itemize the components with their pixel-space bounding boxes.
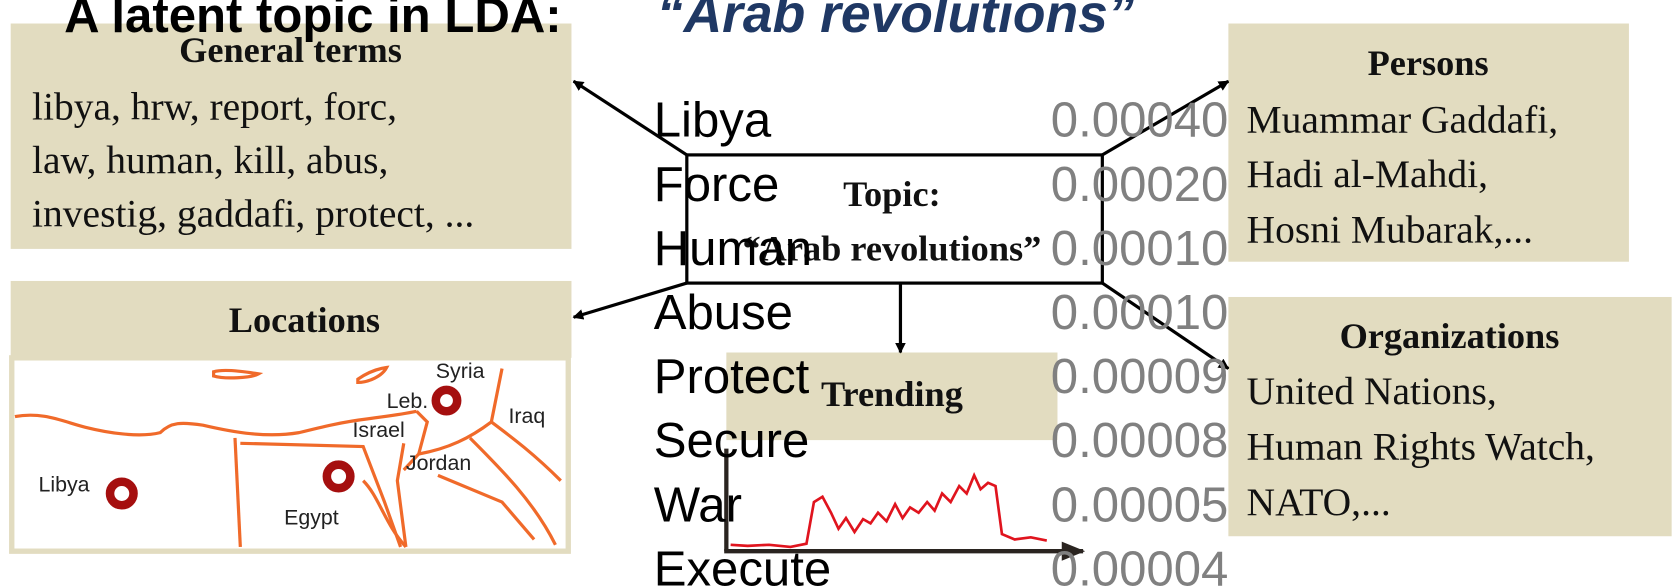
word-prob: 0.00005 — [1051, 478, 1229, 532]
word: Protect — [654, 350, 810, 404]
word: Libya — [654, 94, 772, 148]
persons-title: Persons — [1368, 43, 1489, 83]
map-label: Libya — [38, 472, 89, 496]
topic-label: Topic: — [843, 174, 941, 214]
locations-title: Locations — [229, 300, 380, 340]
map-label: Syria — [436, 359, 485, 383]
organizations-line: NATO,... — [1247, 480, 1391, 524]
word: Force — [654, 158, 780, 212]
map-borders — [14, 365, 562, 548]
word-prob: 0.00010 — [1051, 286, 1229, 340]
organizations-box — [1228, 296, 1672, 537]
title: A latent topic in LDA: — [64, 0, 562, 43]
title-topic: “Arab revolutions” — [657, 0, 1135, 44]
organizations-line: United Nations, — [1247, 369, 1497, 413]
topic-box — [685, 153, 1104, 285]
topic-name: “Arab revolutions” — [743, 229, 1042, 269]
general-terms-line: law, human, kill, abus, — [32, 138, 388, 182]
map-label: Egypt — [284, 505, 339, 529]
word: Abuse — [654, 286, 793, 340]
general-terms-box — [10, 23, 572, 249]
word-prob: 0.00020 — [1051, 158, 1229, 212]
word-prob: 0.00004 — [1051, 542, 1229, 587]
trending-box — [726, 352, 1058, 441]
persons-line: Muammar Gaddafi, — [1247, 97, 1559, 141]
word: Execute — [654, 542, 832, 587]
word: Human — [654, 222, 812, 276]
word-prob: 0.00010 — [1051, 222, 1229, 276]
persons-box — [1228, 23, 1629, 262]
trend-line — [730, 472, 1048, 549]
trending-title: Trending — [821, 374, 963, 414]
general-terms-title: General terms — [179, 30, 402, 70]
map-label: Jordan — [406, 451, 471, 475]
word-prob: 0.00009 — [1051, 350, 1229, 404]
map-frame — [9, 355, 571, 554]
map-label: Leb. — [387, 389, 429, 413]
map-markers — [105, 385, 462, 510]
persons-line: Hadi al-Mahdi, — [1247, 152, 1488, 196]
arrows — [572, 79, 1230, 370]
organizations-line: Human Rights Watch, — [1247, 424, 1595, 468]
map-label: Iraq — [508, 404, 545, 428]
word: War — [654, 478, 742, 532]
word-prob: 0.00008 — [1051, 414, 1229, 468]
top-words: Libya 0.00040 Force 0.00020 Human 0.00010 Abus… — [654, 94, 1229, 587]
word: Secure — [654, 414, 810, 468]
persons-line: Hosni Mubarak,... — [1247, 207, 1533, 251]
map-label: Israel — [352, 418, 404, 442]
word-prob: 0.00040 — [1051, 94, 1229, 148]
general-terms-line: libya, hrw, report, forc, — [32, 85, 397, 129]
general-terms-line: investig, gaddafi, protect, ... — [32, 191, 474, 235]
locations-header-box — [10, 280, 572, 358]
organizations-title: Organizations — [1340, 316, 1560, 356]
